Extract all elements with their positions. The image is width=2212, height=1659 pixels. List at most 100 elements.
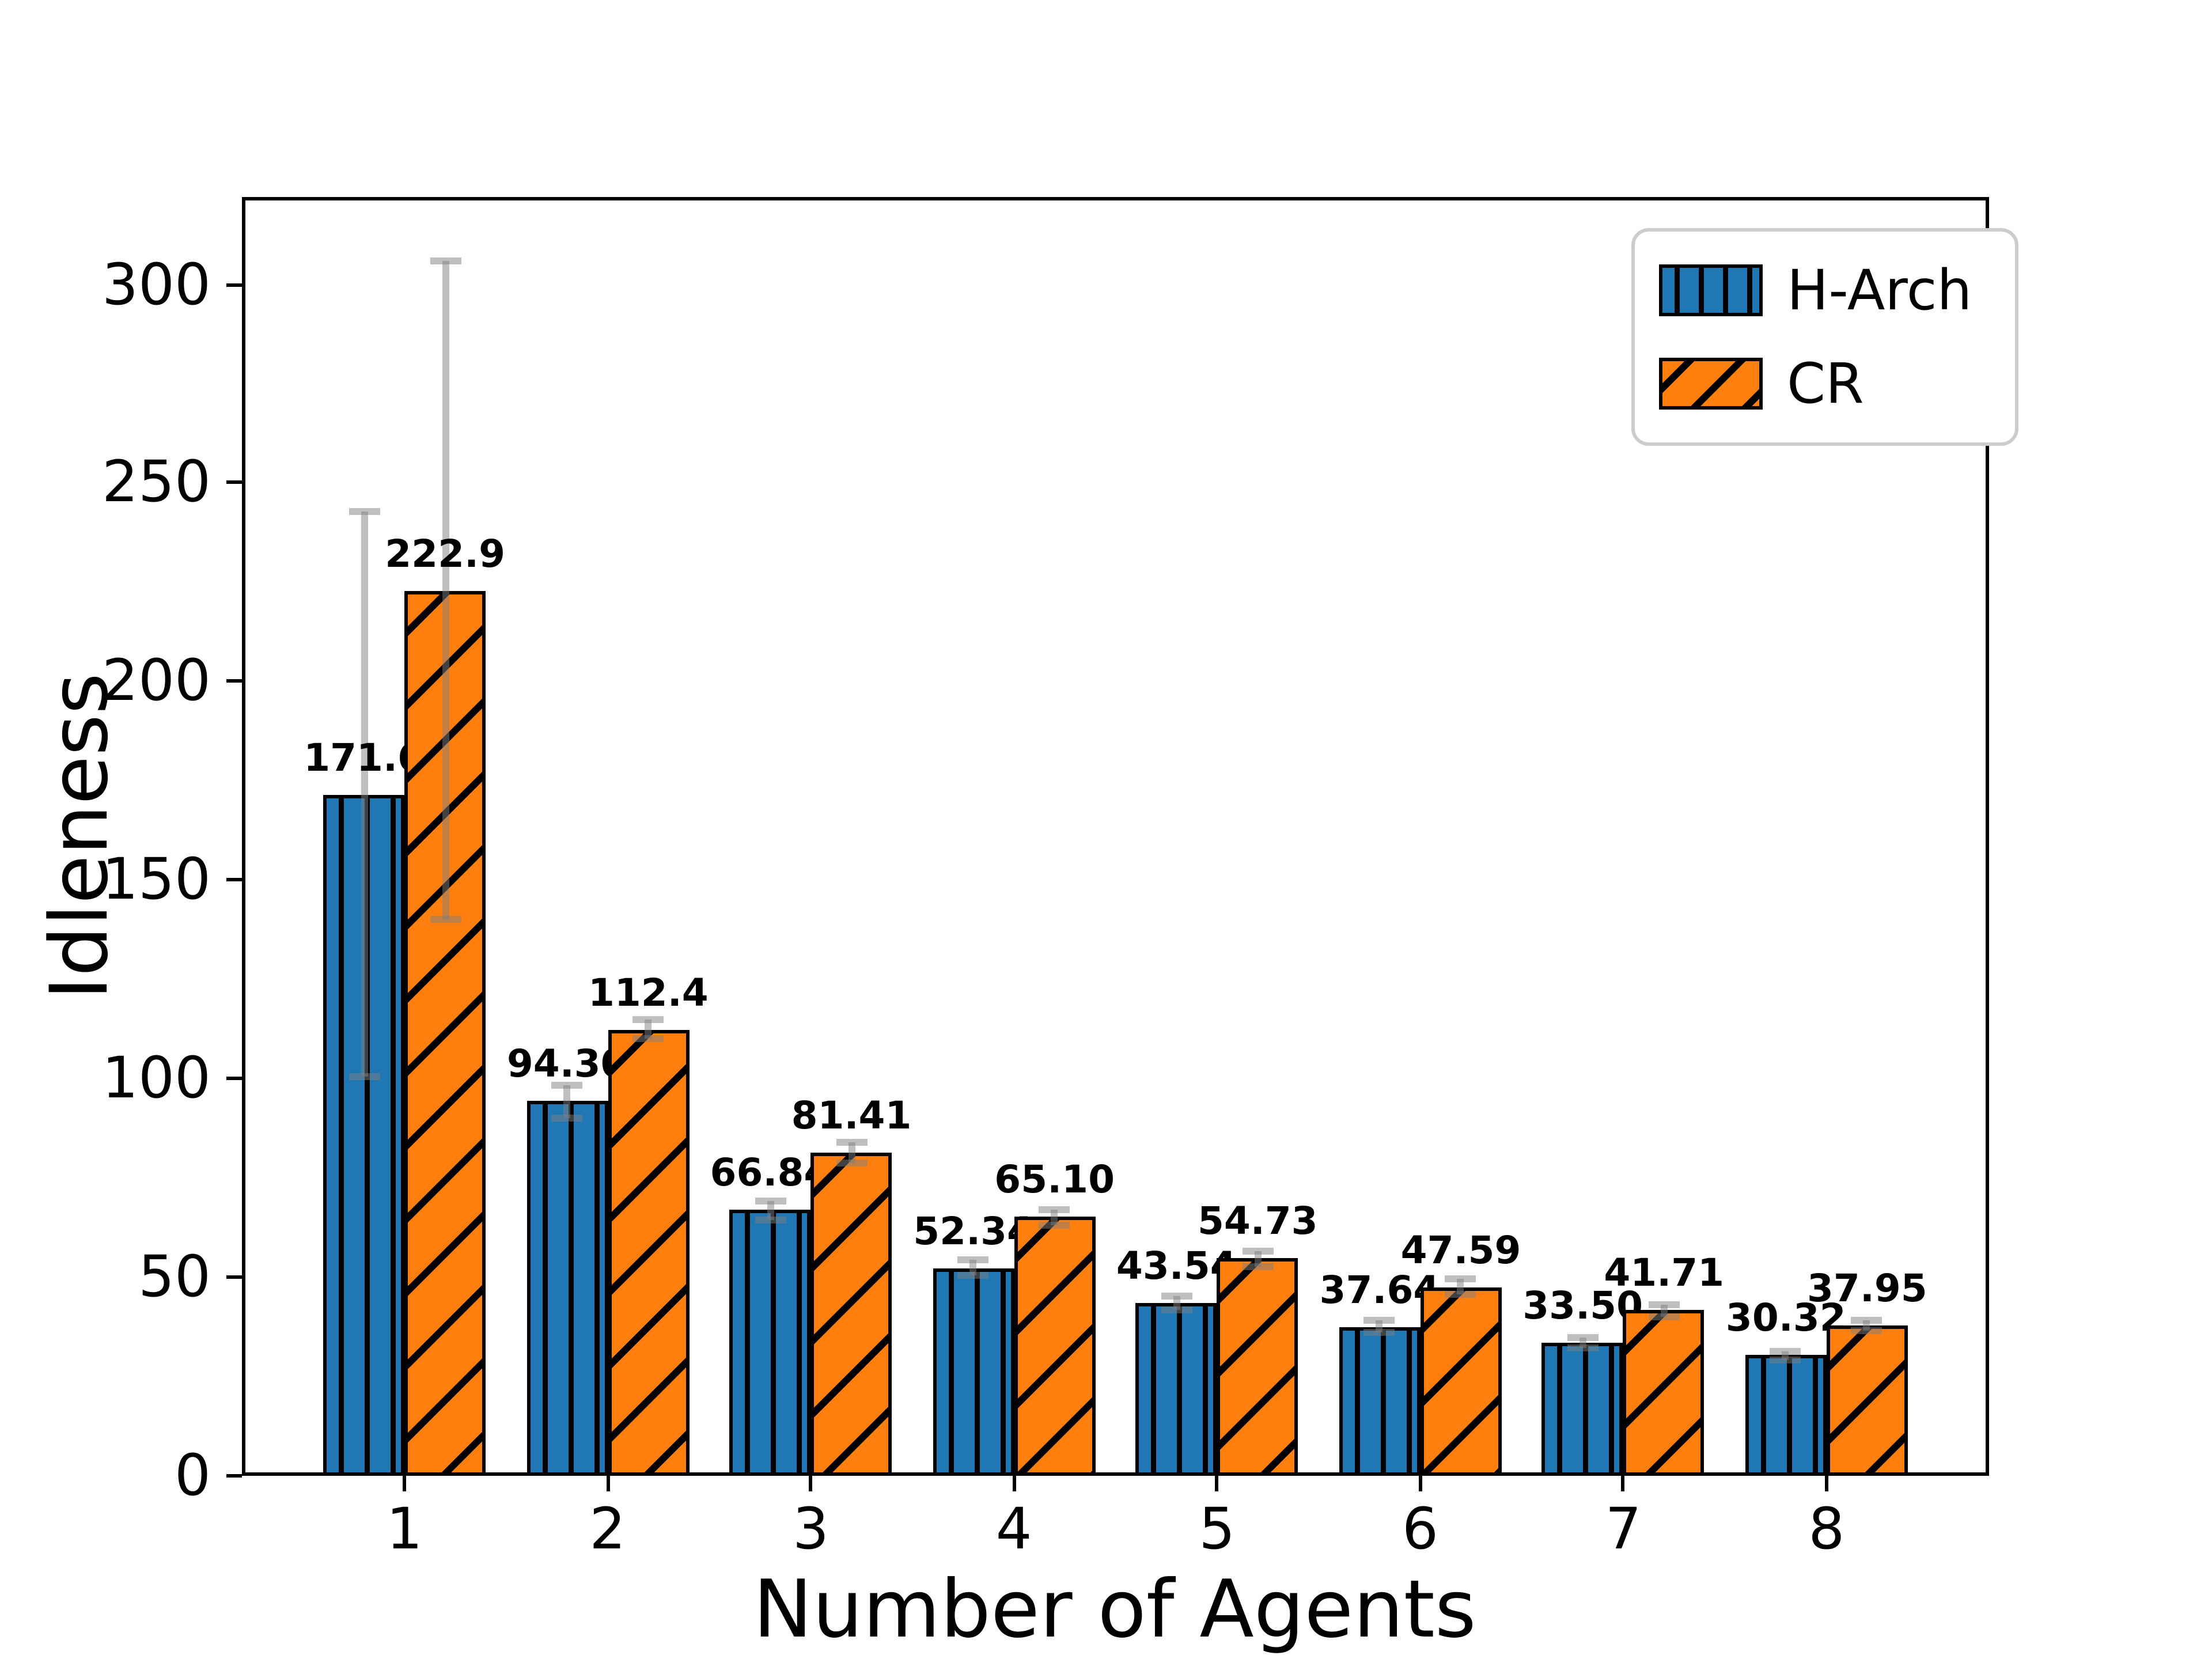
x-tick-label: 5	[1199, 1495, 1236, 1562]
bar-cr-8	[1826, 1325, 1908, 1476]
error-bar-h-arch-2	[563, 1084, 571, 1118]
error-bar-cap	[1445, 1290, 1477, 1298]
error-bar-cap	[551, 1081, 583, 1088]
error-bar-cr-5	[1254, 1250, 1262, 1267]
bar-value-label-h-arch-4: 52.34	[913, 1211, 1033, 1255]
error-bar-cap	[754, 1197, 786, 1205]
y-tick-mark	[226, 1474, 242, 1478]
error-bar-cap	[632, 1035, 664, 1042]
y-tick-mark	[226, 1077, 242, 1081]
y-tick-label: 300	[102, 249, 211, 317]
bar-value-label-h-arch-1: 171.6	[304, 737, 424, 781]
legend-item-cr: CR	[1659, 346, 1991, 422]
error-bar-h-arch-3	[766, 1200, 774, 1220]
legend-label-h-arch: H-Arch	[1787, 257, 1972, 323]
y-tick-mark	[226, 481, 242, 485]
error-bar-cr-3	[848, 1142, 855, 1162]
legend-item-h-arch: H-Arch	[1659, 252, 1991, 328]
error-bar-cap	[957, 1256, 989, 1264]
x-tick-mark	[1622, 1476, 1626, 1491]
y-tick-label: 250	[102, 448, 211, 516]
legend-swatch-h-arch-icon	[1659, 264, 1763, 316]
bar-cr-5	[1217, 1258, 1298, 1476]
error-bar-cr-1	[441, 261, 449, 921]
bar-cr-2	[607, 1029, 689, 1476]
bar-value-label-h-arch-5: 43.54	[1116, 1245, 1237, 1289]
error-bar-cap	[1770, 1348, 1802, 1355]
error-bar-cap	[348, 1073, 380, 1080]
y-tick-mark	[226, 282, 242, 286]
y-tick-label: 100	[102, 1044, 211, 1112]
error-bar-cap	[1648, 1312, 1680, 1320]
x-tick-mark	[1012, 1476, 1016, 1491]
x-tick-label: 2	[589, 1495, 626, 1562]
bar-value-label-cr-2: 112.4	[588, 972, 709, 1016]
error-bar-cap	[429, 916, 461, 924]
x-tick-mark	[1215, 1476, 1219, 1491]
x-tick-label: 8	[1808, 1495, 1845, 1562]
bar-h-arch-4	[933, 1268, 1014, 1476]
x-tick-mark	[1418, 1476, 1422, 1491]
bar-h-arch-3	[729, 1210, 811, 1476]
x-tick-label: 6	[1402, 1495, 1438, 1562]
error-bar-cap	[1567, 1345, 1599, 1353]
y-tick-label: 200	[102, 647, 211, 715]
x-tick-label: 7	[1605, 1495, 1642, 1562]
bar-value-label-h-arch-2: 94.30	[506, 1044, 627, 1088]
error-bar-cap	[348, 509, 380, 516]
x-tick-label: 4	[995, 1495, 1032, 1562]
error-bar-cap	[1648, 1301, 1680, 1308]
bar-value-label-cr-3: 81.41	[791, 1095, 912, 1139]
bar-cr-4	[1014, 1217, 1096, 1476]
bar-value-label-h-arch-3: 66.84	[710, 1153, 831, 1197]
legend: H-Arch CR	[1631, 228, 2018, 446]
bar-h-arch-7	[1542, 1343, 1624, 1476]
error-bar-cap	[1242, 1263, 1274, 1270]
y-tick-mark	[226, 1275, 242, 1279]
bar-value-label-h-arch-7: 33.50	[1522, 1286, 1643, 1330]
error-bar-cap	[957, 1272, 989, 1279]
x-tick-mark	[809, 1476, 813, 1491]
legend-label-cr: CR	[1787, 351, 1864, 416]
bar-value-label-cr-8: 37.95	[1806, 1268, 1927, 1312]
error-bar-cr-6	[1457, 1279, 1465, 1294]
error-bar-cap	[1039, 1205, 1070, 1213]
x-tick-mark	[1824, 1476, 1828, 1491]
error-bar-cap	[1161, 1293, 1192, 1300]
x-tick-label: 1	[386, 1495, 423, 1562]
error-bar-cap	[1445, 1275, 1477, 1283]
error-bar-cap	[1161, 1306, 1192, 1313]
error-bar-cap	[1851, 1316, 1883, 1324]
legend-swatch-cr-icon	[1659, 358, 1763, 410]
x-axis-label: Number of Agents	[753, 1562, 1476, 1656]
error-bar-h-arch-4	[969, 1260, 977, 1276]
error-bar-cap	[1567, 1333, 1599, 1340]
error-bar-cap	[1363, 1317, 1395, 1324]
error-bar-cr-4	[1051, 1209, 1058, 1226]
error-bar-cap	[551, 1114, 583, 1122]
bar-value-label-cr-7: 41.71	[1604, 1253, 1725, 1297]
bar-h-arch-6	[1339, 1326, 1421, 1476]
bar-cr-7	[1623, 1310, 1705, 1476]
error-bar-cap	[632, 1017, 664, 1024]
bar-value-label-h-arch-8: 30.32	[1725, 1298, 1846, 1342]
error-bar-cap	[1770, 1355, 1802, 1363]
bar-value-label-cr-1: 222.9	[385, 533, 506, 577]
y-tick-label: 50	[138, 1243, 211, 1310]
bar-value-label-cr-5: 54.73	[1197, 1201, 1318, 1245]
y-axis-label: Idleness	[32, 673, 126, 1000]
error-bar-cap	[836, 1158, 868, 1166]
error-bar-cap	[1242, 1247, 1274, 1254]
error-bar-cap	[1039, 1222, 1070, 1229]
bar-h-arch-5	[1135, 1302, 1217, 1476]
bar-value-label-h-arch-6: 37.64	[1319, 1269, 1440, 1313]
error-bar-cap	[836, 1139, 868, 1146]
error-bar-cap	[754, 1216, 786, 1224]
error-bar-cr-2	[645, 1020, 652, 1039]
y-tick-label: 0	[175, 1441, 211, 1509]
bar-h-arch-8	[1745, 1355, 1827, 1476]
x-tick-mark	[403, 1476, 407, 1491]
x-tick-mark	[605, 1476, 609, 1491]
